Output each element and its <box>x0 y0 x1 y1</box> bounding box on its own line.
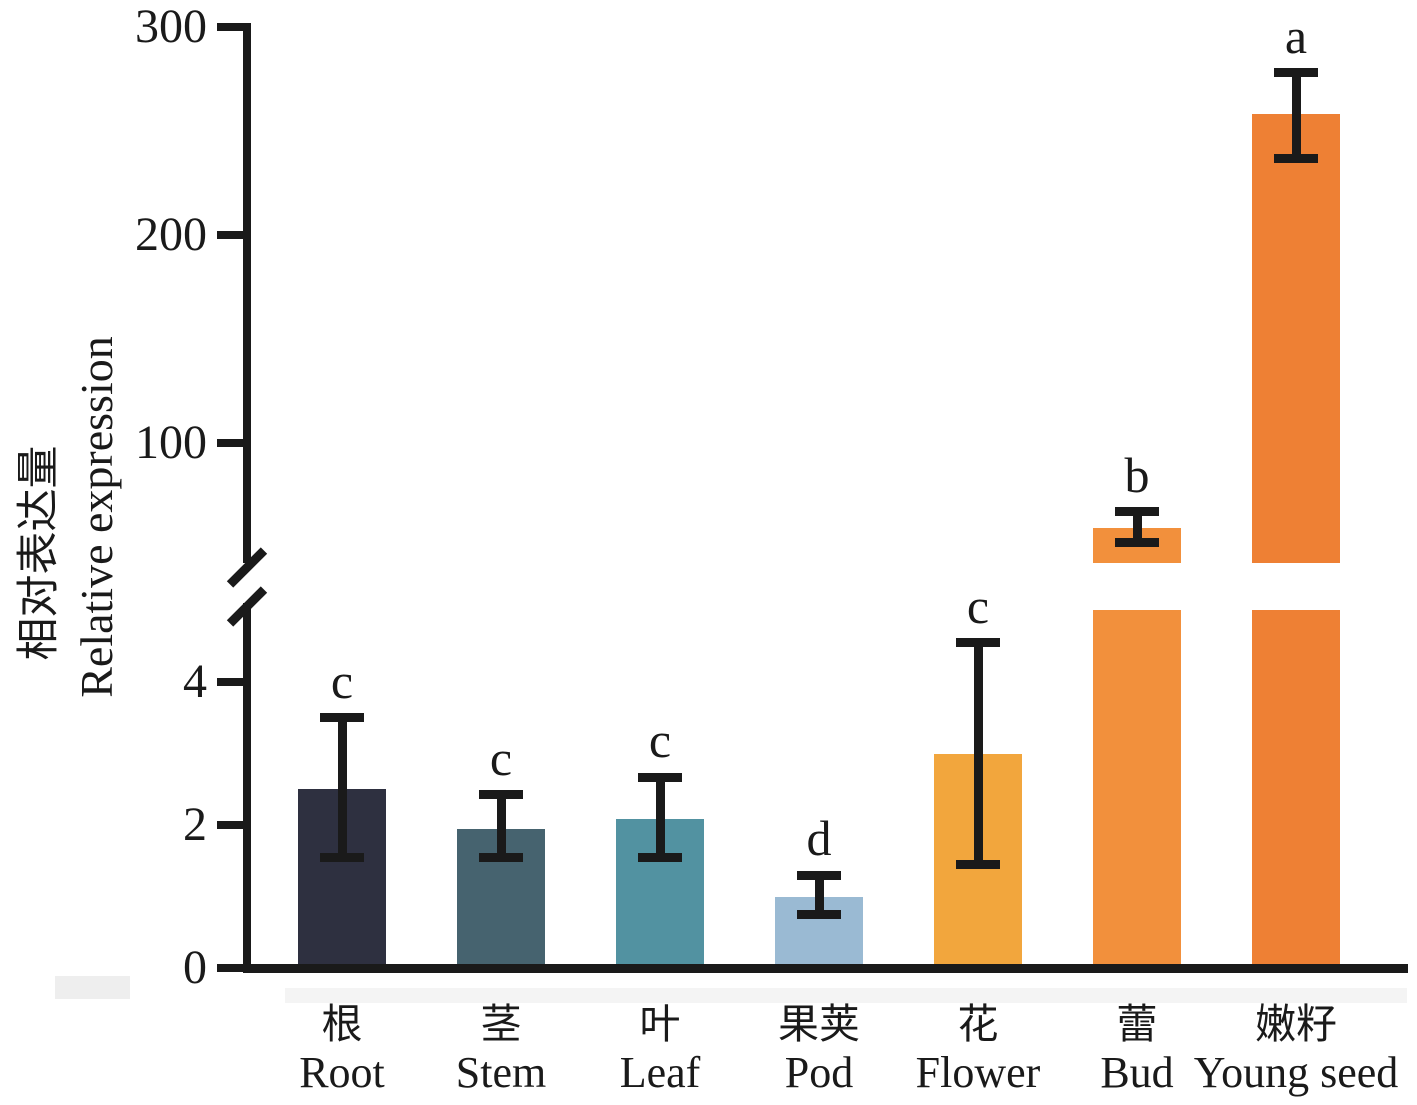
category-label-en: Stem <box>455 1048 547 1097</box>
significance-letter: c <box>489 729 513 786</box>
error-bar-cap-bottom <box>479 852 523 862</box>
y-tick <box>217 964 243 972</box>
y-tick-label: 300 <box>135 0 207 53</box>
error-bar-cap-top <box>956 638 1000 648</box>
category-label-en: Pod <box>784 1048 854 1097</box>
significance-letter: c <box>330 652 354 709</box>
category-label-en: Leaf <box>619 1048 701 1097</box>
error-bar-stem <box>1291 72 1301 159</box>
category-label-zh: 叶 <box>639 1001 681 1047</box>
bar-lower-segment <box>1252 610 1340 968</box>
error-bar-stem <box>655 777 665 858</box>
y-tick-label: 0 <box>183 941 207 994</box>
error-bar-stem <box>814 875 824 915</box>
error-bar-cap-bottom <box>1115 538 1159 548</box>
error-bar-cap-top <box>1115 507 1159 517</box>
y-tick-label: 2 <box>183 798 207 851</box>
category-label-zh: 蕾 <box>1116 1001 1158 1047</box>
error-bar-cap-top <box>479 790 523 800</box>
y-tick-label: 100 <box>135 416 207 469</box>
error-bar-stem <box>1132 511 1142 543</box>
error-bar-stem <box>496 794 506 858</box>
category-label-zh: 茎 <box>480 1001 522 1047</box>
error-bar-stem <box>973 642 983 865</box>
category-label-en: Flower <box>915 1048 1041 1097</box>
error-bar-cap-bottom <box>956 859 1000 869</box>
y-tick <box>217 821 243 829</box>
error-bar-stem <box>337 717 347 858</box>
significance-letter: a <box>1284 7 1308 64</box>
error-bar-cap-bottom <box>1274 153 1318 163</box>
error-bar-cap-top <box>638 772 682 782</box>
scan-artifact-band <box>55 976 130 999</box>
y-tick <box>217 439 243 447</box>
y-tick-label: 200 <box>135 208 207 261</box>
y-axis-line-lower <box>243 603 251 973</box>
error-bar-cap-bottom <box>638 852 682 862</box>
category-label-en: Bud <box>1100 1048 1174 1097</box>
y-tick <box>217 678 243 686</box>
category-label-zh: 根 <box>321 1001 363 1047</box>
significance-letter: b <box>1124 446 1150 503</box>
significance-letter: c <box>648 712 672 769</box>
error-bar-cap-top <box>1274 68 1318 78</box>
y-tick <box>217 23 243 31</box>
y-tick-label: 4 <box>183 655 207 708</box>
significance-letter: c <box>966 577 990 634</box>
bar-lower-segment <box>1093 610 1181 968</box>
error-bar-cap-top <box>797 870 841 880</box>
category-label-zh: 花 <box>957 1001 999 1047</box>
y-tick <box>217 231 243 239</box>
y-axis-line-upper <box>243 23 251 563</box>
scan-artifact-band <box>285 988 1407 1003</box>
error-bar-cap-bottom <box>797 909 841 919</box>
error-bar-cap-bottom <box>320 852 364 862</box>
category-label-zh: 嫩籽 <box>1255 1001 1337 1047</box>
category-label-en: Root <box>299 1048 385 1097</box>
category-label-en: Young seed <box>1193 1048 1399 1097</box>
bar-upper-segment <box>1252 114 1340 563</box>
error-bar-cap-top <box>320 713 364 723</box>
category-label-zh: 果荚 <box>778 1001 860 1047</box>
significance-letter: d <box>806 810 832 867</box>
x-axis-line <box>243 964 1408 973</box>
